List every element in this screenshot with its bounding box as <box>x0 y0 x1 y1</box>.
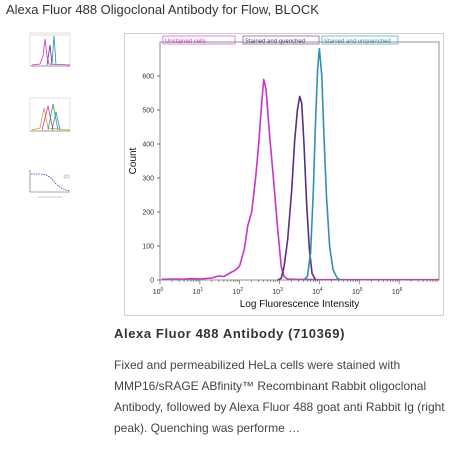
thumbnail-3[interactable] <box>26 166 72 206</box>
x-tick-label: 103 <box>272 287 283 296</box>
y-tick-label: 500 <box>142 108 154 115</box>
overlay-histogram-thumbnail-icon <box>29 97 71 132</box>
y-axis-title: Count <box>128 147 139 174</box>
image-caption-title: Alexa Fluor 488 Antibody (710369) <box>114 326 345 341</box>
flow-histogram-chart: Unstained cells Stained and quenched Stain… <box>128 35 440 310</box>
y-tick-label: 100 <box>142 244 154 251</box>
dot-curve-thumbnail-icon <box>29 170 71 198</box>
series-line <box>277 95 317 281</box>
thumbnail-1[interactable] <box>26 31 72 71</box>
y-tick-label: 400 <box>142 142 154 149</box>
page-title: Alexa Fluor 488 Oligoclonal Antibody for… <box>6 2 319 17</box>
legend-box <box>321 35 399 45</box>
x-tick-label: 104 <box>312 287 323 296</box>
legend-box <box>242 35 320 45</box>
y-tick-label: 0 <box>150 278 154 285</box>
x-tick-label: 105 <box>352 287 363 296</box>
thumbnail-2[interactable] <box>26 96 72 136</box>
series-line <box>303 48 342 281</box>
histogram-thumbnail-icon <box>29 32 71 67</box>
x-tick-label: 106 <box>392 287 403 296</box>
legend-box <box>162 35 236 45</box>
series-line <box>161 78 439 281</box>
y-tick-label: 600 <box>142 74 154 81</box>
plot-frame <box>159 41 440 281</box>
main-chart[interactable]: Unstained cells Stained and quenched Stain… <box>124 33 444 316</box>
x-tick-label: 102 <box>232 287 243 296</box>
y-tick-label: 300 <box>142 176 154 183</box>
image-caption-text: Fixed and permeabilized HeLa cells were … <box>114 358 445 435</box>
x-tick-label: 100 <box>153 287 164 296</box>
x-axis-title: Log Fluorescence Intensity <box>240 299 360 310</box>
x-tick-label: 101 <box>193 287 204 296</box>
y-tick-label: 200 <box>142 210 154 217</box>
